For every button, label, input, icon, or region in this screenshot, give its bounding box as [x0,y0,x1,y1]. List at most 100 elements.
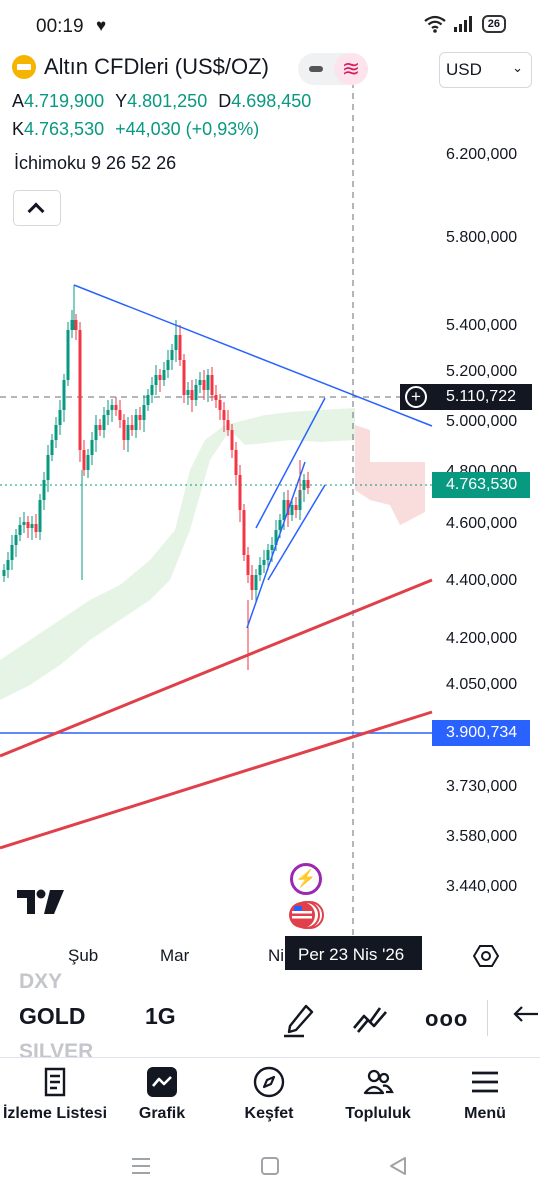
horizontal-line-price-label[interactable]: 3.900,734 [432,720,530,746]
symbol-header[interactable]: Altın CFDleri (US$/OZ) [12,54,269,80]
minus-icon[interactable] [309,66,323,72]
candle-body [114,405,118,410]
candle-body [306,480,310,488]
undo-icon[interactable] [510,1002,540,1032]
candle-body [58,410,62,425]
add-alert-button[interactable]: + [400,384,432,410]
price-tick: 5.200,000 [446,363,518,380]
candle-body [278,520,282,530]
back-icon[interactable] [388,1156,408,1176]
close-value: 4.763,530 [24,119,105,139]
candle-body [170,350,174,360]
price-tick: 4.400,000 [446,572,518,589]
support-line-upper [0,578,433,758]
open-value: 4.719,900 [24,91,105,111]
candle-body [50,440,54,455]
crosshair-price-label: 5.110,722 [432,384,532,410]
candle-body [274,530,278,545]
interval-button[interactable]: 1G [145,1003,176,1029]
recent-apps-icon[interactable] [131,1157,151,1175]
price-tick: 4.050,000 [446,676,518,693]
price-tick: 3.730,000 [446,778,518,795]
candle-body [66,330,70,380]
drawing-pen-icon[interactable] [280,998,320,1038]
previous-symbol[interactable]: DXY [19,970,63,993]
battery-icon: 26 [481,15,506,33]
candle-body [142,405,146,420]
candle-body [70,320,74,330]
candle-body [246,555,250,575]
price-tick: 5.000,000 [446,413,518,430]
nav-item-watchlist[interactable]: İzleme Listesi [0,1066,110,1123]
nav-item-community[interactable]: Topluluk [323,1066,433,1123]
wave-icon[interactable]: ≋ [334,53,368,85]
system-navigation [0,1137,540,1200]
candle-body [130,425,134,430]
gold-symbol-icon [12,55,36,79]
candle-body [42,480,46,500]
candle-body [302,480,306,490]
chevron-down-icon: ⌄ [512,60,523,75]
close-label: K [12,119,25,139]
collapse-button[interactable] [13,190,61,226]
price-chart[interactable] [0,0,540,935]
price-tick: 4.600,000 [446,515,518,532]
candle-body [26,522,30,528]
price-tick: 5.400,000 [446,317,518,334]
low-label: D [218,91,232,111]
channel-upper-line [255,397,326,529]
nav-label: Menü [464,1105,506,1122]
nav-item-chart[interactable]: Grafik [107,1066,217,1123]
candle-body [10,545,14,560]
candle-body [262,560,266,565]
currency-select[interactable]: USD ⌄ [439,52,532,88]
plus-icon: + [405,386,427,408]
nav-item-explore[interactable]: Keşfet [214,1066,324,1123]
candle-body [198,380,202,385]
candle-body [214,395,218,400]
candle-body [190,390,194,400]
ohlc-row-1: A4.719,900 Y4.801,250 D4.698,450 [12,91,311,112]
candles [2,285,310,670]
flash-event-icon[interactable]: ⚡ [290,863,322,895]
candle-body [206,375,210,390]
us-flag-event-icon[interactable] [288,899,324,931]
bottom-navigation: İzleme Listesi Grafik Keşfet Topluluk Me… [0,1057,540,1137]
chart-icon [147,1067,177,1097]
ohlc-row-2: K4.763,530 +44,030 (+0,93%) [12,119,259,140]
candle-body [78,330,82,450]
watchlist-icon [44,1067,66,1097]
symbol-title[interactable]: Altın CFDleri (US$/OZ) [44,54,269,79]
candle-body [258,565,262,575]
candle-body [222,410,226,420]
currency-value: USD [446,60,482,79]
change-value: +44,030 (+0,93%) [115,119,260,139]
price-tick: 3.440,000 [446,878,518,895]
candle-body [146,395,150,405]
candle-body [254,575,258,590]
candle-body [282,500,286,520]
candle-body [294,505,298,510]
candle-body [134,415,138,430]
indicator-toggle-pill[interactable]: ≋ [298,53,368,85]
settings-hexagon-icon[interactable] [473,943,499,969]
status-time: 00:19 [36,16,84,37]
candle-body [6,560,10,570]
candle-body [86,455,90,470]
more-options-icon[interactable]: ooo [425,1006,469,1031]
candle-body [74,320,78,330]
home-icon[interactable] [260,1157,280,1175]
candle-body [62,380,66,410]
nav-label: Grafik [138,1105,186,1122]
nav-item-menu[interactable]: Menü [430,1066,540,1123]
time-tick: Ni [268,946,285,965]
last-price-label: 4.763,530 [432,472,530,498]
indicator-label[interactable]: İchimoku 9 26 52 26 [14,153,177,173]
nav-label: İzleme Listesi [2,1105,108,1122]
ichimoku-cloud-red [355,425,425,525]
signal-icon [453,16,472,32]
compass-icon [253,1066,285,1098]
ichimoku-cloud-green [0,408,355,700]
current-symbol[interactable]: GOLD [19,1003,86,1029]
trend-tool-icon[interactable] [350,998,390,1038]
